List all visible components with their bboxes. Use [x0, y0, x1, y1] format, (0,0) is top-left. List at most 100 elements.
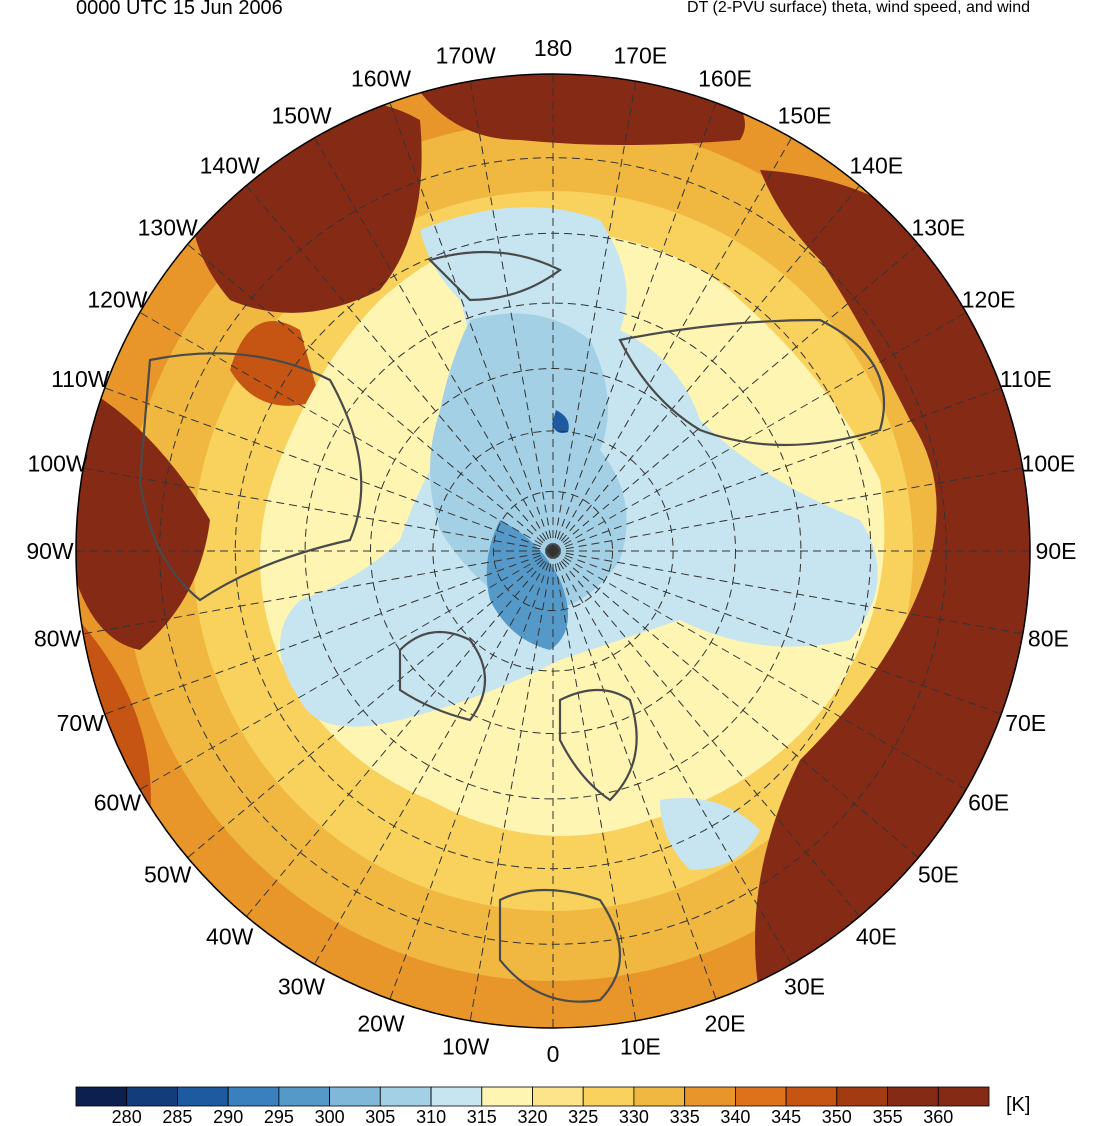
meridian-line: [389, 102, 554, 552]
longitude-label: 30E: [784, 974, 825, 1000]
meridian-line: [139, 550, 554, 790]
colorbar-tick-label: 295: [264, 1107, 294, 1126]
north-america-coast: [138, 352, 363, 602]
longitude-label: 110W: [51, 366, 110, 392]
alaska-coast: [427, 250, 563, 302]
theta-max-america: [76, 380, 210, 650]
colorbar-tick-label: 360: [923, 1107, 953, 1126]
meridian-line: [83, 467, 554, 552]
longitude-label: 10W: [442, 1033, 490, 1059]
colorbar-box: [633, 1086, 686, 1107]
meridian-line: [469, 81, 554, 552]
colorbar-boxes: [75, 1086, 990, 1107]
longitude-label: 90E: [1036, 538, 1077, 564]
colorbar-box: [785, 1086, 838, 1107]
meridian-line: [552, 137, 792, 552]
meridian-line: [552, 185, 860, 552]
meridian-line: [552, 387, 1002, 552]
colorbar-tick-label: 305: [365, 1107, 395, 1126]
scandinavia-coast: [558, 689, 638, 802]
longitude-label: 90W: [26, 538, 74, 564]
colorbar-tick-label: 345: [771, 1107, 801, 1126]
colorbar-tick-label: 310: [416, 1107, 446, 1126]
coastlines: [138, 250, 886, 1003]
longitude-label: 130E: [911, 215, 965, 241]
colorbar-tick-label: 315: [467, 1107, 497, 1126]
colorbar-box: [532, 1086, 584, 1107]
colorbar-box: [430, 1086, 483, 1107]
meridian-line: [469, 550, 554, 1021]
colorbar-tick-label: 325: [568, 1107, 598, 1126]
colorbar-box: [937, 1086, 990, 1107]
longitude-label: 40E: [856, 923, 897, 949]
longitude-label: 80E: [1028, 625, 1069, 651]
europe-coast: [498, 888, 621, 1003]
colorbar-box: [735, 1086, 787, 1107]
colorbar-box: [176, 1086, 229, 1107]
theta-band-315-europe: [660, 798, 760, 870]
longitude-label: 80W: [34, 625, 82, 651]
longitude-label: 50W: [144, 861, 192, 887]
meridian-line: [389, 550, 554, 1000]
longitude-label: 50E: [918, 861, 959, 887]
meridian-line: [552, 550, 792, 965]
meridian-line: [246, 185, 554, 552]
theta-band-350-a: [230, 321, 320, 406]
colorbar-tick-label: 285: [162, 1107, 192, 1126]
colorbar-tick-label: 320: [517, 1107, 547, 1126]
colorbar-tick-label: 290: [213, 1107, 243, 1126]
longitude-label: 160E: [698, 65, 752, 91]
longitude-label: 170W: [436, 43, 496, 69]
meridian-line: [552, 550, 860, 917]
colorbar-tick-label: 335: [670, 1107, 700, 1126]
colorbar-tick-label: 300: [315, 1107, 345, 1126]
meridian-line: [552, 550, 1002, 715]
colorbar-box: [836, 1086, 888, 1107]
longitude-label: 60E: [968, 790, 1009, 816]
longitude-label: 100E: [1022, 451, 1076, 477]
meridian-line: [552, 81, 637, 552]
meridian-line: [246, 550, 554, 917]
longitude-label: 20W: [357, 1011, 405, 1037]
meridian-line: [552, 550, 919, 858]
longitude-label: 30W: [278, 974, 326, 1000]
meridian-line: [187, 244, 554, 552]
colorbar-box: [75, 1086, 128, 1107]
longitude-label: 0: [547, 1041, 560, 1067]
colorbar-box: [481, 1086, 533, 1107]
meridian-line: [187, 550, 554, 858]
colorbar-box: [278, 1086, 330, 1107]
colorbar-tick-label: 350: [822, 1107, 852, 1126]
meridian-lines: [76, 74, 1030, 1028]
longitude-labels: 180 170E 160E 150E 140E 130E 120E 110E 100E 90E 80…: [26, 35, 1076, 1067]
colorbar-ticks: 280 285 290 295 300 305 310 315 320 325 330 335 340 3…: [112, 1107, 954, 1126]
meridian-line: [552, 550, 637, 1021]
longitude-label: 20E: [705, 1011, 746, 1037]
meridian-line: [552, 102, 717, 552]
colorbar-tick-label: 355: [873, 1107, 903, 1126]
colorbar-box: [329, 1086, 381, 1107]
meridian-line: [83, 550, 554, 635]
theta-min: [552, 410, 569, 433]
colorbar-box: [126, 1086, 178, 1107]
colorbar-tick-label: 280: [112, 1107, 142, 1126]
longitude-label: 160W: [351, 65, 411, 91]
longitude-label: 180: [534, 35, 572, 61]
longitude-label: 150E: [778, 102, 832, 128]
longitude-label: 60W: [94, 790, 142, 816]
colorbar-box: [379, 1086, 432, 1107]
siberia-coast: [618, 318, 886, 447]
meridian-line: [104, 550, 554, 715]
colorbar-tick-label: 340: [720, 1107, 750, 1126]
longitude-label: 120E: [962, 287, 1016, 313]
meridian-line: [552, 244, 919, 552]
meridian-line: [552, 550, 1023, 635]
meridian-line: [552, 550, 717, 1000]
longitude-label: 10E: [620, 1033, 661, 1059]
meridian-line: [552, 467, 1023, 552]
longitude-label: 140E: [849, 153, 903, 179]
longitude-label: 70E: [1005, 710, 1046, 736]
meridian-line: [104, 387, 554, 552]
colorbar-box: [227, 1086, 280, 1107]
